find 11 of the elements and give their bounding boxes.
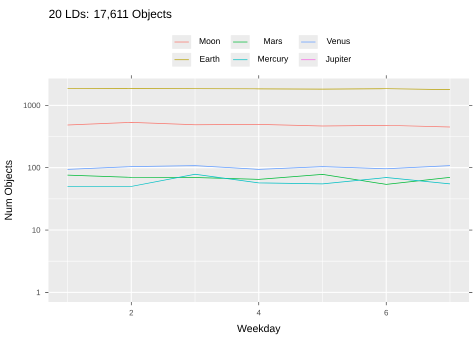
line-series	[67, 174, 450, 188]
legend-label: Earth	[200, 56, 220, 62]
chart-title: 20 LDs: 17,611 Objects	[49, 10, 172, 21]
x-axis-title: Weekday	[237, 324, 280, 334]
legend-label: Moon	[200, 38, 220, 44]
y-axis-title: Num Objects	[4, 160, 14, 220]
legend-label: Mars	[264, 38, 282, 44]
legend-label: Jupiter	[326, 56, 351, 64]
legend-label: Venus	[326, 38, 350, 44]
line-series	[67, 174, 450, 185]
legend-label: Mercury	[258, 56, 288, 64]
